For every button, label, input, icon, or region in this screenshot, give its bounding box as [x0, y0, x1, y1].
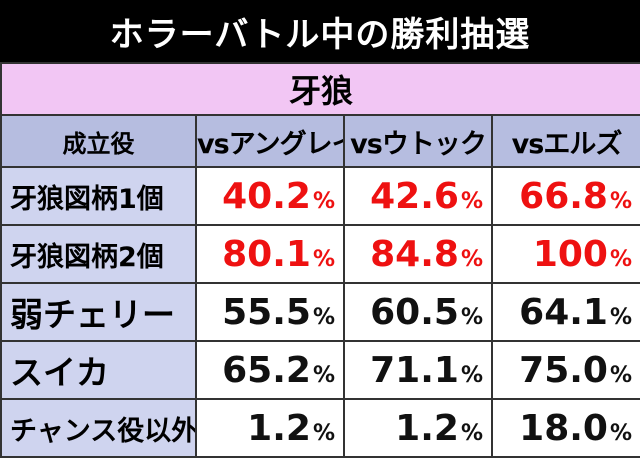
table-cell: 1.2% — [343, 398, 493, 458]
cell-value: 55.5 — [222, 291, 311, 333]
percent-sign: % — [609, 362, 633, 388]
table-cell: 55.5% — [195, 282, 345, 342]
row-label: 牙狼図柄1個 — [0, 166, 197, 226]
table-cell: 65.2% — [195, 340, 345, 400]
percent-sign: % — [312, 362, 335, 388]
row-label: スイカ — [0, 340, 197, 400]
table-cell: 84.8% — [343, 224, 493, 284]
table-cell: 71.1% — [343, 340, 493, 400]
percent-sign: % — [609, 304, 633, 330]
percent-sign: % — [460, 188, 483, 214]
table-cell: 42.6% — [343, 166, 493, 226]
cell-value: 40.2 — [222, 175, 311, 217]
table-cell: 100% — [490, 224, 640, 284]
cell-value: 75.0 — [519, 349, 608, 391]
cell-value: 80.1 — [222, 233, 311, 275]
table-row: 牙狼図柄1個 40.2% 42.6% 66.8% — [0, 166, 640, 226]
cell-value: 1.2 — [395, 407, 459, 449]
table-row: 弱チェリー 55.5% 60.5% 64.1% — [0, 282, 640, 342]
table-cell: 75.0% — [490, 340, 640, 400]
percent-sign: % — [609, 420, 633, 446]
percent-sign: % — [312, 304, 335, 330]
header-row: 成立役 vsアングレイ vsウトック vsエルズ — [0, 114, 640, 168]
table-cell: 64.1% — [490, 282, 640, 342]
percent-sign: % — [460, 420, 483, 446]
table-cell: 80.1% — [195, 224, 345, 284]
percent-sign: % — [312, 188, 335, 214]
section-row: 牙狼 — [0, 62, 640, 116]
win-probability-table: 牙狼 成立役 vsアングレイ vsウトック vsエルズ 牙狼図柄1個 40.2%… — [0, 62, 640, 458]
percent-sign: % — [609, 246, 633, 272]
table-cell: 1.2% — [195, 398, 345, 458]
table-cell: 60.5% — [343, 282, 493, 342]
table-cell: 40.2% — [195, 166, 345, 226]
row-label: 弱チェリー — [0, 282, 197, 342]
cell-value: 100 — [532, 233, 608, 275]
cell-value: 71.1 — [370, 349, 459, 391]
percent-sign: % — [312, 246, 335, 272]
cell-value: 66.8 — [519, 175, 608, 217]
column-header-opponent: vsウトック — [343, 114, 493, 168]
percent-sign: % — [460, 362, 483, 388]
page-title: ホラーバトル中の勝利抽選 — [0, 0, 640, 62]
cell-value: 60.5 — [370, 291, 459, 333]
table-row: 牙狼図柄2個 80.1% 84.8% 100% — [0, 224, 640, 284]
cell-value: 65.2 — [222, 349, 311, 391]
cell-value: 64.1 — [519, 291, 608, 333]
percent-sign: % — [460, 304, 483, 330]
table-cell: 66.8% — [490, 166, 640, 226]
column-header-role: 成立役 — [0, 114, 197, 168]
percent-sign: % — [312, 420, 335, 446]
percent-sign: % — [609, 188, 633, 214]
column-header-opponent: vsエルズ — [490, 114, 640, 168]
column-header-opponent: vsアングレイ — [195, 114, 345, 168]
percent-sign: % — [460, 246, 483, 272]
section-title: 牙狼 — [0, 62, 640, 116]
table-cell: 18.0% — [490, 398, 640, 458]
cell-value: 18.0 — [519, 407, 608, 449]
row-label: チャンス役以外 — [0, 398, 197, 458]
table-row: チャンス役以外 1.2% 1.2% 18.0% — [0, 398, 640, 458]
table-row: スイカ 65.2% 71.1% 75.0% — [0, 340, 640, 400]
cell-value: 84.8 — [370, 233, 459, 275]
row-label: 牙狼図柄2個 — [0, 224, 197, 284]
cell-value: 1.2 — [247, 407, 311, 449]
cell-value: 42.6 — [370, 175, 459, 217]
